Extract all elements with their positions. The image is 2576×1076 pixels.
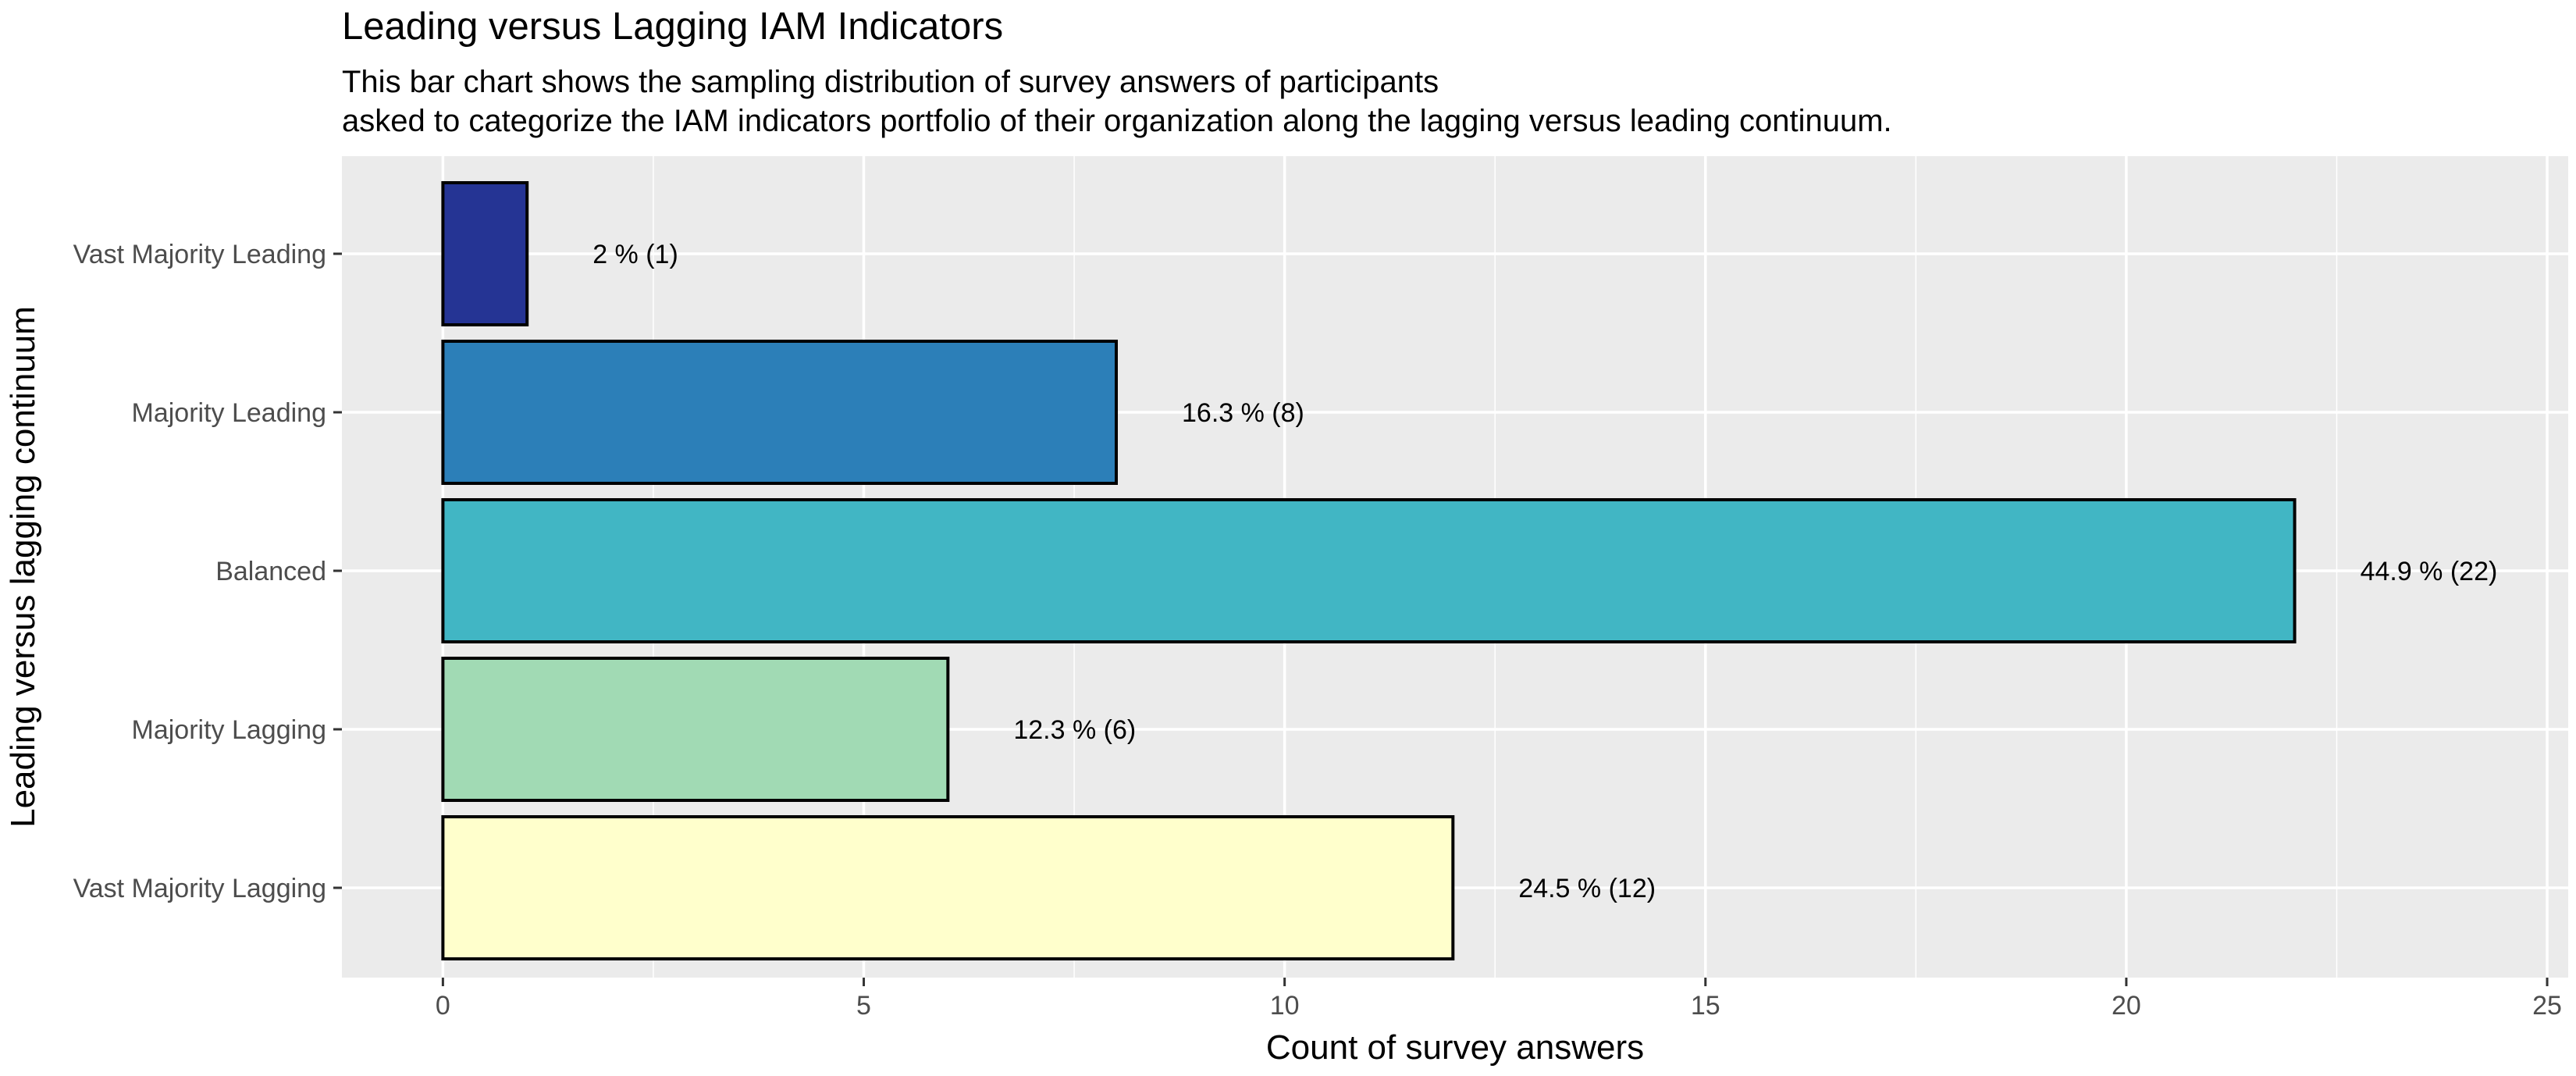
data-label-1: 16.3 % (8) — [1182, 398, 1304, 428]
data-label-0: 2 % (1) — [592, 240, 678, 269]
y-tick-label-4: Vast Majority Lagging — [73, 874, 326, 903]
x-tick-label: 15 — [1691, 991, 1720, 1021]
bar-4 — [441, 815, 1455, 960]
y-tick-label-0: Vast Majority Leading — [73, 240, 326, 269]
y-tick-label-2: Balanced — [215, 557, 326, 586]
x-tick-label: 20 — [2112, 991, 2141, 1021]
x-tick-label: 5 — [856, 991, 871, 1021]
data-label-2: 44.9 % (22) — [2361, 557, 2498, 586]
bars — [441, 181, 2297, 960]
y-axis: Vast Majority Leading Majority Leading Bal… — [73, 240, 342, 903]
data-label-3: 12.3 % (6) — [1013, 715, 1136, 745]
chart-subtitle-line-2: asked to categorize the IAM indicators p… — [342, 104, 1892, 138]
bar-2 — [441, 498, 2297, 643]
x-tick-label: 0 — [436, 991, 450, 1021]
chart-title: Leading versus Lagging IAM Indicators — [342, 5, 1003, 48]
chart-subtitle-line-1: This bar chart shows the sampling distri… — [342, 65, 1439, 99]
data-label-4: 24.5 % (12) — [1518, 874, 1656, 903]
x-tick-label: 25 — [2532, 991, 2562, 1021]
x-axis: 0 5 10 15 20 25 — [436, 978, 2562, 1021]
y-tick-label-1: Majority Leading — [132, 398, 326, 428]
x-tick-label: 10 — [1270, 991, 1300, 1021]
x-axis-title: Count of survey answers — [1266, 1028, 1644, 1067]
data-labels: 2 % (1) 16.3 % (8) 44.9 % (22) 12.3 % (6) 24… — [592, 240, 2497, 903]
bar-0 — [441, 181, 529, 326]
y-axis-title: Leading versus lagging continuum — [4, 306, 42, 828]
y-tick-label-3: Majority Lagging — [132, 715, 326, 745]
bar-1 — [441, 340, 1118, 485]
bar-3 — [441, 657, 950, 802]
